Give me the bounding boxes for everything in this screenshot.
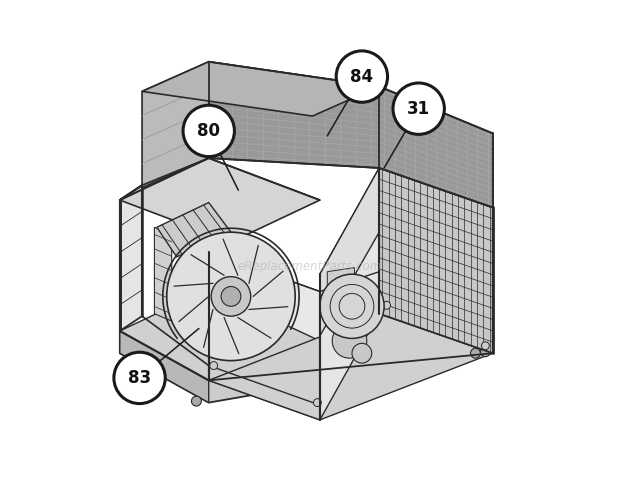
- Circle shape: [192, 396, 202, 406]
- Circle shape: [114, 352, 166, 404]
- Polygon shape: [120, 158, 320, 242]
- Circle shape: [135, 388, 144, 398]
- Circle shape: [167, 232, 295, 361]
- Circle shape: [221, 287, 241, 306]
- Circle shape: [336, 51, 388, 102]
- Polygon shape: [209, 62, 493, 207]
- Polygon shape: [120, 331, 493, 403]
- Polygon shape: [320, 168, 379, 420]
- Circle shape: [320, 274, 384, 338]
- Polygon shape: [142, 62, 209, 188]
- Polygon shape: [120, 331, 209, 403]
- Polygon shape: [209, 252, 320, 420]
- Text: eReplacementParts.com: eReplacementParts.com: [238, 260, 382, 273]
- Circle shape: [393, 83, 445, 134]
- Polygon shape: [120, 185, 142, 331]
- Polygon shape: [209, 314, 493, 420]
- Polygon shape: [379, 168, 493, 353]
- Polygon shape: [142, 62, 379, 116]
- Circle shape: [332, 324, 367, 358]
- Polygon shape: [120, 289, 320, 380]
- Circle shape: [480, 347, 490, 357]
- Polygon shape: [320, 168, 379, 336]
- Text: 83: 83: [128, 369, 151, 387]
- Text: 80: 80: [197, 122, 220, 140]
- Circle shape: [383, 301, 391, 309]
- Polygon shape: [157, 203, 231, 257]
- Polygon shape: [327, 288, 355, 304]
- Text: 84: 84: [350, 68, 373, 85]
- Circle shape: [481, 342, 489, 350]
- Polygon shape: [327, 268, 355, 287]
- Text: 31: 31: [407, 100, 430, 118]
- Circle shape: [352, 343, 372, 363]
- Circle shape: [210, 362, 218, 370]
- Circle shape: [471, 348, 480, 358]
- Circle shape: [211, 277, 250, 316]
- Polygon shape: [154, 227, 172, 321]
- Circle shape: [314, 399, 321, 407]
- Circle shape: [183, 105, 234, 157]
